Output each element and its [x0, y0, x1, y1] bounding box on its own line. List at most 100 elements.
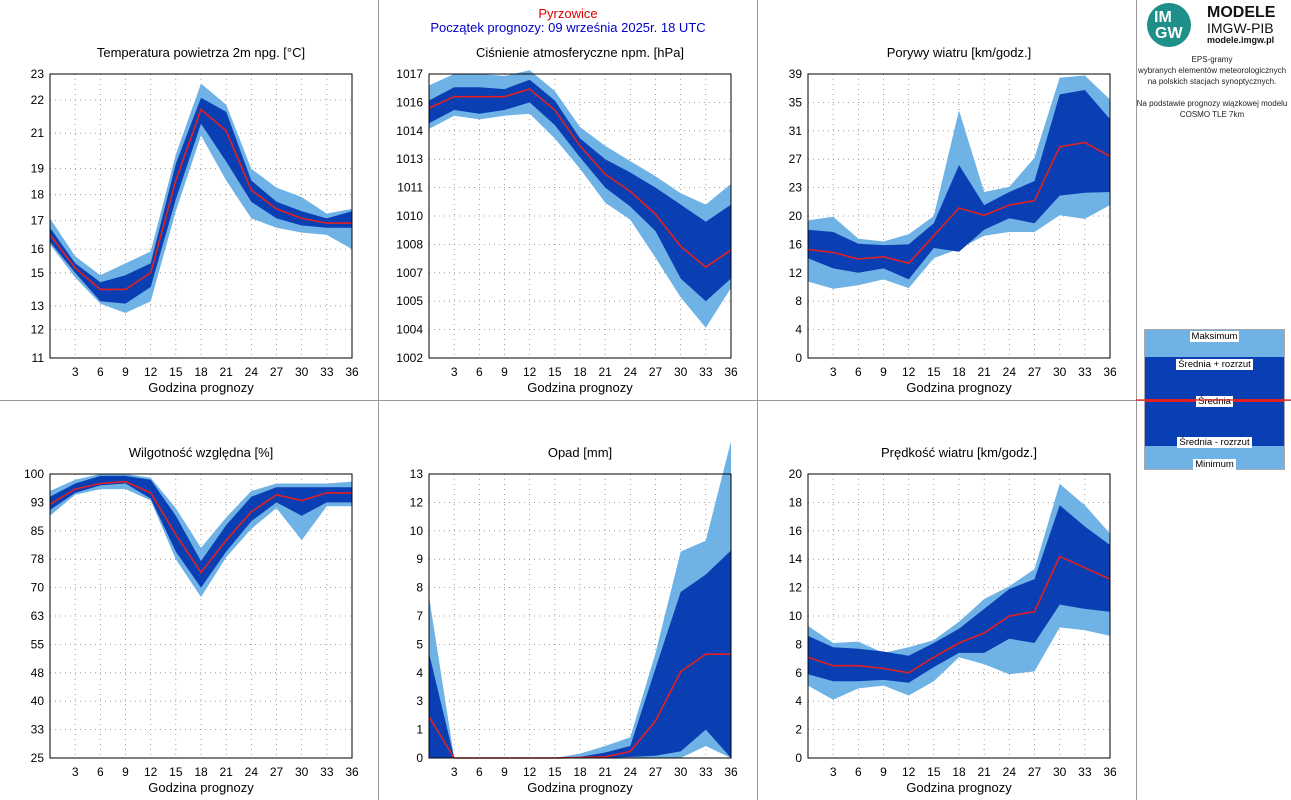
legend-band-min	[1145, 446, 1284, 469]
x-tick-label: 36	[1103, 765, 1117, 779]
y-tick-label: 4	[795, 694, 802, 708]
y-tick-label: 10	[410, 524, 424, 538]
y-tick-label: 18	[31, 188, 45, 202]
x-tick-label: 21	[219, 365, 233, 379]
y-tick-label: 16	[31, 242, 45, 256]
x-axis-label: Godzina prognozy	[527, 780, 633, 795]
forecast-header: Pyrzowice Początek prognozy: 09 września…	[378, 7, 758, 35]
plot-frame	[428, 473, 732, 759]
y-tick-label: 17	[31, 214, 45, 228]
x-tick-label: 12	[144, 765, 158, 779]
x-tick-label: 30	[295, 765, 309, 779]
x-tick-label: 12	[523, 365, 537, 379]
y-tick-label: 1	[416, 723, 423, 737]
x-tick-label: 18	[194, 365, 208, 379]
x-tick-label: 9	[501, 365, 508, 379]
y-tick-label: 20	[789, 209, 803, 223]
x-tick-label: 33	[1078, 765, 1092, 779]
plot-frame	[49, 473, 353, 759]
plot-frame	[807, 473, 1111, 759]
y-tick-label: 5	[416, 637, 423, 651]
x-tick-label: 30	[295, 365, 309, 379]
legend-label-max: Maksimum	[1189, 331, 1240, 342]
x-axis-label: Godzina prognozy	[148, 780, 254, 795]
x-tick-label: 33	[1078, 365, 1092, 379]
y-tick-label: 100	[24, 467, 44, 481]
y-tick-label: 0	[795, 351, 802, 365]
x-tick-label: 15	[169, 365, 183, 379]
x-tick-label: 3	[830, 365, 837, 379]
x-tick-label: 12	[902, 765, 916, 779]
y-tick-label: 70	[31, 581, 45, 595]
logo-letters-top: IM	[1154, 9, 1172, 26]
y-tick-label: 93	[31, 495, 45, 509]
y-tick-label: 23	[31, 67, 45, 81]
chart-2: 1002 1004 1005 1007 1008 1010 1011 1013 1014 1016…	[396, 45, 738, 395]
y-tick-label: 1011	[397, 181, 423, 195]
y-tick-label: 25	[31, 751, 45, 765]
spread-band	[808, 90, 1110, 280]
y-tick-label: 10	[789, 609, 803, 623]
y-tick-label: 1017	[396, 67, 423, 81]
desc-line4: Na podstawie prognozy wiązkowej modelu	[1136, 99, 1288, 108]
y-tick-label: 12	[789, 266, 803, 280]
x-axis-label: Godzina prognozy	[148, 380, 254, 395]
y-tick-label: 6	[795, 666, 802, 680]
y-tick-label: 1002	[396, 351, 423, 365]
imgw-logo[interactable]: IM GW MODELE IMGW-PIB modele.imgw.pl	[1145, 2, 1288, 48]
y-tick-label: 8	[416, 581, 423, 595]
y-tick-label: 27	[789, 152, 803, 166]
y-tick-label: 48	[31, 666, 45, 680]
x-tick-label: 12	[523, 765, 537, 779]
mean-line	[807, 555, 1111, 674]
y-tick-label: 1008	[396, 237, 423, 251]
y-tick-label: 63	[31, 609, 45, 623]
x-tick-label: 24	[245, 365, 259, 379]
y-tick-label: 31	[789, 124, 803, 138]
legend-mean-extension	[1136, 399, 1291, 401]
x-tick-label: 33	[699, 765, 713, 779]
spread-band	[50, 475, 352, 588]
x-tick-label: 3	[72, 365, 79, 379]
x-tick-label: 12	[144, 365, 158, 379]
x-tick-label: 18	[952, 365, 966, 379]
desc-line2: wybranych elementów meteorologicznych	[1137, 66, 1287, 75]
y-tick-label: 35	[789, 95, 803, 109]
y-tick-label: 1004	[396, 323, 423, 337]
logo-emblem: IM GW	[1147, 3, 1191, 47]
minmax-band	[50, 83, 352, 313]
x-tick-label: 21	[977, 765, 991, 779]
plot-frame	[807, 73, 1111, 359]
x-tick-label: 6	[855, 765, 862, 779]
x-tick-label: 15	[548, 365, 562, 379]
x-axis-label: Godzina prognozy	[527, 380, 633, 395]
legend-label-min: Minimum	[1193, 459, 1236, 470]
divider-h	[0, 400, 1291, 401]
y-tick-label: 85	[31, 524, 45, 538]
x-tick-label: 18	[573, 365, 587, 379]
x-tick-label: 3	[451, 765, 458, 779]
y-tick-label: 1007	[396, 266, 423, 280]
x-tick-label: 6	[855, 365, 862, 379]
x-tick-label: 21	[977, 365, 991, 379]
plot-frame	[428, 73, 732, 359]
minmax-band	[50, 474, 352, 598]
y-tick-label: 0	[795, 751, 802, 765]
mean-line	[49, 480, 352, 574]
spread-band	[808, 505, 1110, 683]
y-tick-label: 1016	[396, 95, 423, 109]
spread-band	[429, 550, 731, 758]
x-tick-label: 36	[345, 365, 359, 379]
desc-line1: EPS-gramy	[1191, 55, 1233, 64]
y-tick-label: 1014	[396, 124, 423, 138]
x-tick-label: 36	[345, 765, 359, 779]
y-tick-label: 11	[32, 351, 45, 365]
y-tick-label: 78	[31, 552, 45, 566]
x-tick-label: 27	[270, 365, 284, 379]
station-name: Pyrzowice	[538, 6, 598, 21]
y-tick-label: 21	[31, 126, 45, 140]
legend-label-mean: Średnia	[1196, 396, 1233, 407]
